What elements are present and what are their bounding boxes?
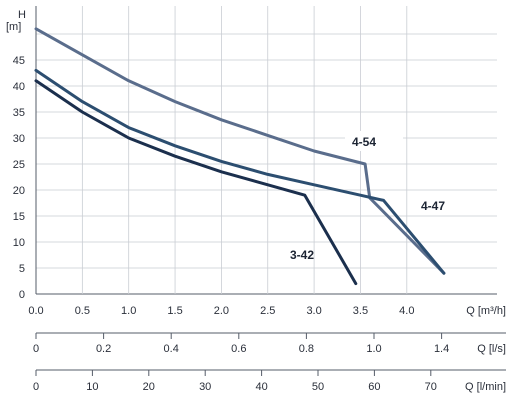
- grid: [35, 6, 497, 295]
- y-tick-label: 40: [13, 81, 25, 93]
- x-tick-label-m3h: 4.0: [399, 305, 414, 317]
- x-tick-label-m3h: 1.5: [167, 305, 182, 317]
- x-tick-label-m3h: 1.0: [121, 305, 136, 317]
- series-line-4-47: [34, 68, 446, 275]
- label-4-54-bg: [345, 131, 403, 151]
- x-tick-label-lmin: 70: [425, 381, 437, 393]
- y-tick-label: 25: [13, 159, 25, 171]
- x-tick-label-lmin: 50: [312, 381, 324, 393]
- x-tick-label-ls: 0.2: [96, 343, 111, 355]
- x-tick-label-ls: 1.0: [366, 343, 381, 355]
- series-line-3-42: [34, 79, 358, 286]
- y-axis-symbol: H: [18, 9, 26, 21]
- x-tick-label-ls: 0.6: [231, 343, 246, 355]
- x-tick-label-m3h: 3.5: [353, 305, 368, 317]
- x-tick-label-ls: 0: [33, 343, 39, 355]
- y-tick-label: 5: [19, 263, 25, 275]
- y-tick-label: 0: [19, 289, 25, 301]
- x-unit-m3h: Q [m³/h]: [466, 305, 506, 317]
- y-tick-label: 15: [13, 211, 25, 223]
- x-tick-label-m3h: 0.5: [75, 305, 90, 317]
- y-tick-label: 30: [13, 133, 25, 145]
- label-4-54: 4-54: [352, 135, 376, 149]
- y-axis: H [m] 0 5 10 15 20 25 30 35 40 45: [6, 9, 26, 301]
- x-tick-label-ls: 0.4: [164, 343, 179, 355]
- y-axis-unit: [m]: [6, 21, 21, 33]
- x-axes: 0.0 0.5 1.0 1.5 2.0 2.5 3.0 3.5 4.0 Q [m³/h] 0 0.2 0…: [28, 305, 506, 393]
- series-labels: 4-54 4-47 3-42: [290, 131, 467, 262]
- y-tick-label: 20: [13, 185, 25, 197]
- x-tick-label-m3h: 3.0: [306, 305, 321, 317]
- y-tick-label: 10: [13, 237, 25, 249]
- series-lines: [34, 27, 446, 286]
- y-tick-label: 35: [13, 107, 25, 119]
- label-4-47-bg: [415, 195, 467, 215]
- x-tick-label-lmin: 20: [143, 381, 155, 393]
- x-tick-label-ls: 0.8: [299, 343, 314, 355]
- x-tick-label-lmin: 10: [86, 381, 98, 393]
- label-4-47: 4-47: [421, 199, 445, 213]
- x-tick-label-lmin: 0: [33, 381, 39, 393]
- x-tick-label-lmin: 30: [199, 381, 211, 393]
- series-line-4-54: [34, 27, 446, 275]
- y-tick-label: 45: [13, 55, 25, 67]
- x-tick-label-ls: 1.4: [434, 343, 449, 355]
- x-tick-label-m3h: 2.5: [260, 305, 275, 317]
- x-tick-label-m3h: 2.0: [214, 305, 229, 317]
- label-3-42: 3-42: [290, 248, 314, 262]
- x-tick-label-lmin: 40: [255, 381, 267, 393]
- x-tick-label-m3h: 0.0: [28, 305, 43, 317]
- x-unit-ls: Q [l/s]: [477, 343, 506, 355]
- x-tick-label-lmin: 60: [368, 381, 380, 393]
- x-unit-lmin: Q [l/min]: [465, 381, 506, 393]
